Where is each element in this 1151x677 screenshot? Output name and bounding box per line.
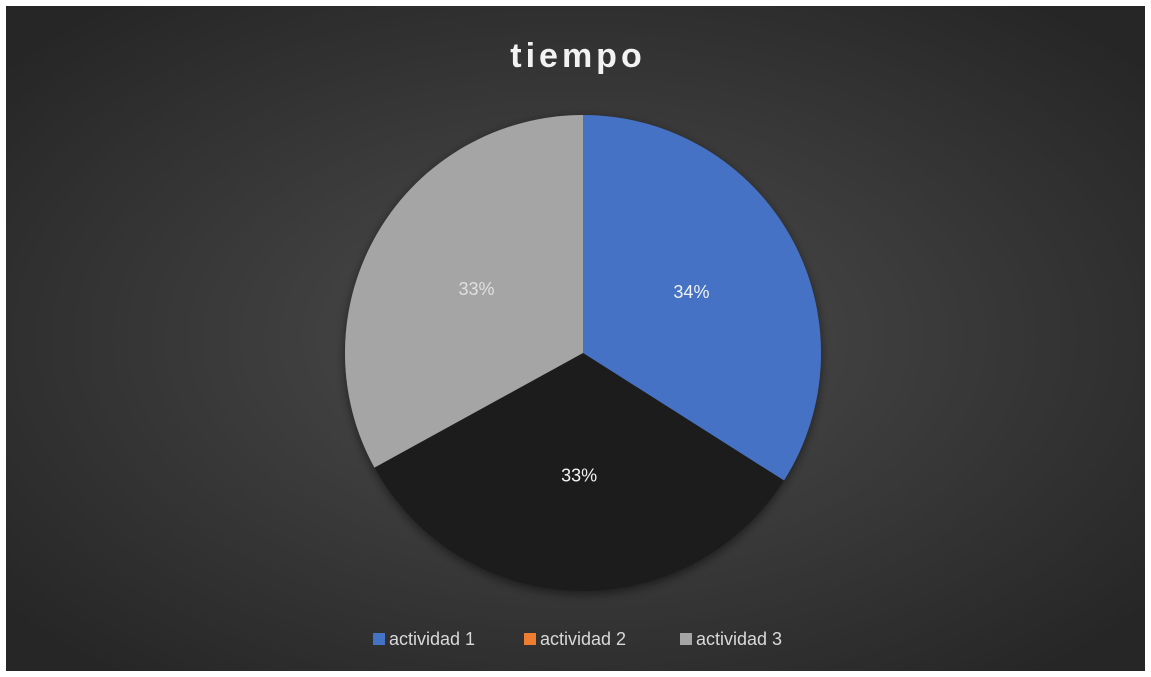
legend-label: actividad 2 bbox=[540, 629, 626, 649]
legend-swatch bbox=[680, 633, 692, 645]
data-label: 34% bbox=[673, 282, 709, 302]
legend-swatch bbox=[373, 633, 385, 645]
pie-slice bbox=[374, 353, 784, 592]
data-label: 33% bbox=[561, 465, 597, 485]
legend-label: actividad 3 bbox=[696, 629, 782, 649]
pie-slice bbox=[583, 115, 822, 481]
data-label: 33% bbox=[458, 279, 494, 299]
pie bbox=[344, 115, 822, 592]
legend-label: actividad 1 bbox=[389, 629, 475, 649]
pie-slice bbox=[344, 115, 583, 468]
legend-swatch bbox=[524, 633, 536, 645]
chart-title: tiempo bbox=[510, 37, 645, 75]
